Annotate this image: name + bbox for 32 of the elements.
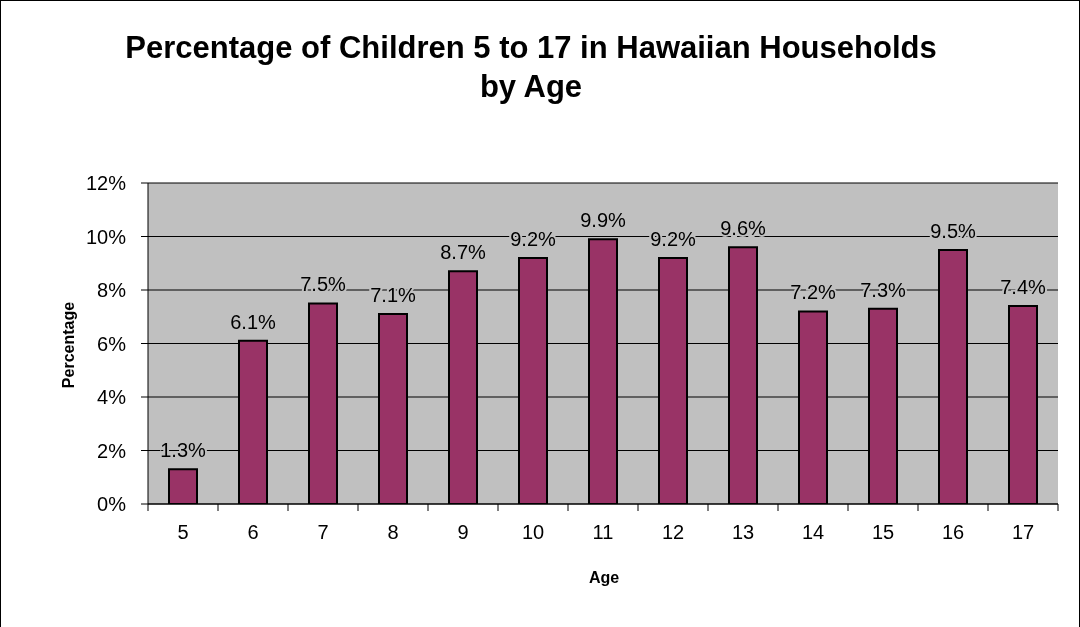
y-tick-label: 10% (85, 225, 127, 248)
x-tick-label: 9 (457, 521, 469, 543)
x-tick-label: 17 (1011, 521, 1035, 543)
data-label: 6.1% (230, 310, 277, 333)
data-label: 7.5% (300, 273, 347, 296)
x-tick-label: 7 (317, 521, 329, 543)
chart-title: Percentage of Children 5 to 17 in Hawaiian Households by Age (124, 29, 938, 106)
data-label: 8.7% (440, 241, 487, 264)
x-tick-label: 16 (941, 521, 965, 543)
data-label: 7.3% (860, 278, 907, 301)
data-label: 7.4% (1000, 276, 1047, 299)
y-tick-label: 0% (97, 493, 127, 516)
y-tick-label: 2% (97, 439, 127, 462)
x-tick-label: 14 (801, 521, 825, 543)
x-tick-label: 11 (592, 521, 614, 543)
x-tick-label: 6 (247, 521, 259, 543)
x-axis-title: Age (588, 569, 620, 587)
y-tick-label: 8% (97, 279, 127, 302)
data-label: 7.2% (790, 281, 837, 304)
y-tick-label: 6% (97, 332, 127, 355)
y-tick-label: 12% (85, 172, 127, 195)
data-label: 9.6% (720, 217, 767, 240)
x-tick-label: 5 (177, 521, 189, 543)
x-tick-label: 8 (387, 521, 399, 543)
x-tick-label: 15 (871, 521, 895, 543)
data-label: 7.1% (370, 284, 417, 307)
x-tick-label: 13 (731, 521, 755, 543)
x-tick-label: 10 (521, 521, 545, 543)
y-axis-title: Percentage (60, 301, 78, 388)
y-tick-label: 4% (97, 386, 127, 409)
data-label: 9.9% (580, 209, 627, 232)
x-tick-label: 12 (661, 521, 685, 543)
